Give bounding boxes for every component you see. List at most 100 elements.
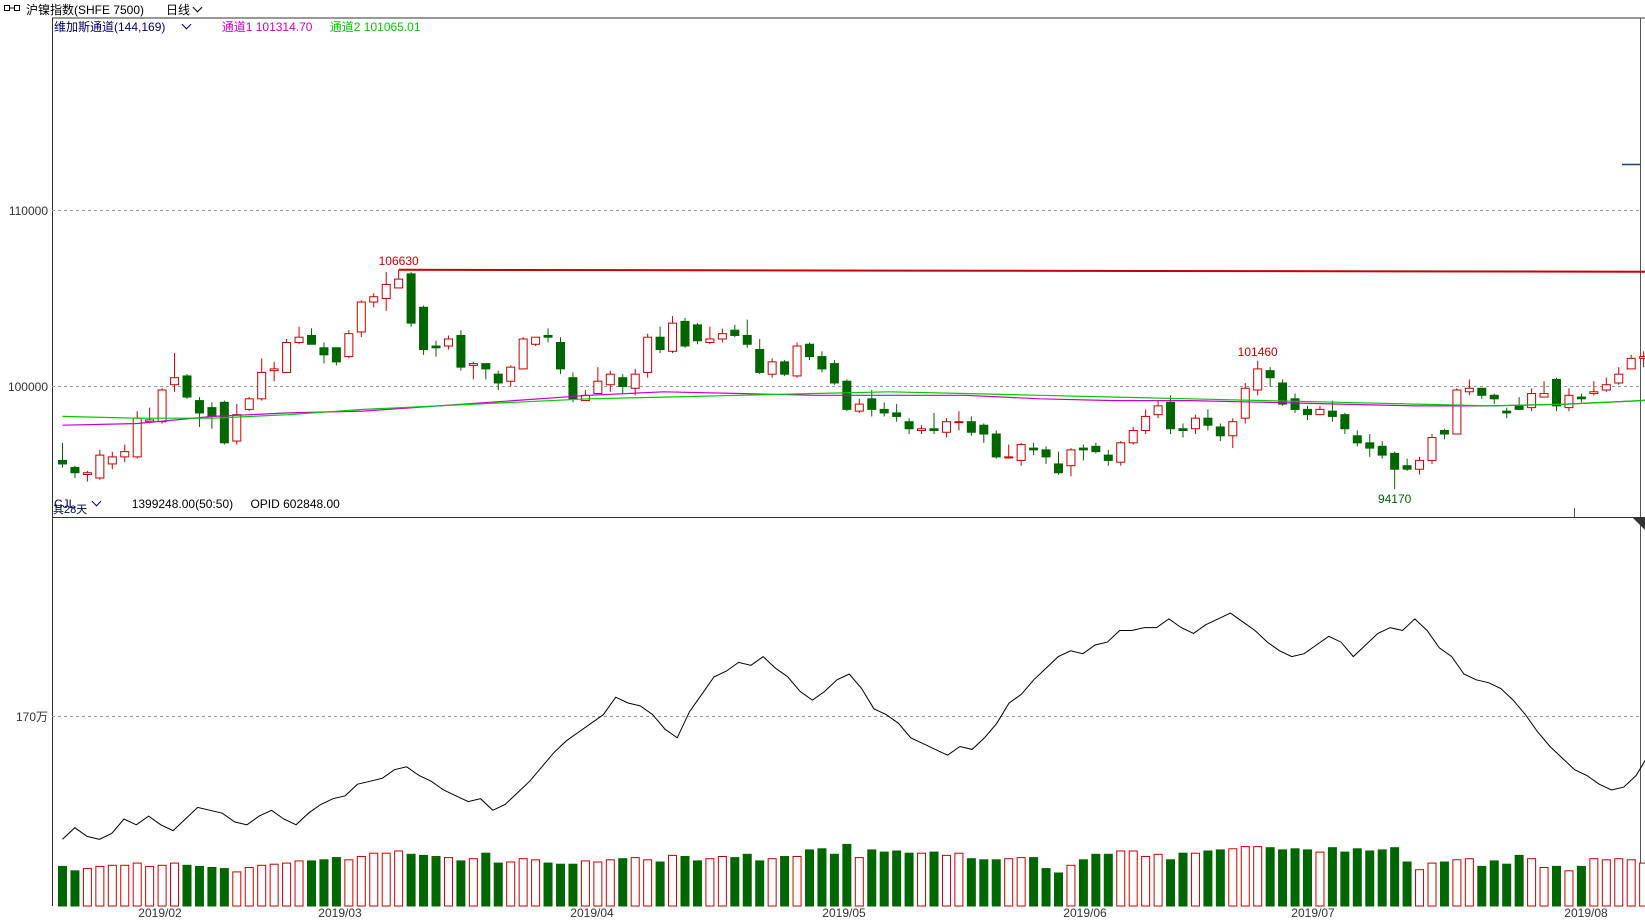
candle-body [1452, 389, 1462, 435]
candle-body [1128, 430, 1138, 444]
open-interest-line [62, 612, 1645, 840]
volume-bar [232, 871, 242, 907]
candle-body [780, 361, 790, 375]
volume-bar [643, 859, 653, 907]
volume-bar [1091, 853, 1101, 907]
candle-body [1377, 445, 1387, 456]
volume-bar [742, 853, 752, 907]
volume-bar [244, 867, 254, 907]
volume-bar [1178, 852, 1188, 907]
candle-body [282, 342, 292, 373]
volume-bar [717, 856, 727, 907]
volume-bar [1340, 851, 1350, 907]
candle-body [481, 363, 491, 370]
candle-body [1303, 408, 1312, 416]
symbol-name: 沪镍指数(SHFE 7500) [26, 3, 145, 17]
candle-body [531, 336, 541, 345]
volume-bar [1365, 850, 1375, 907]
volume-bar [1477, 865, 1487, 907]
candle-body [655, 336, 665, 351]
candle-body [1141, 415, 1151, 432]
vegas-channel-selector[interactable]: 维加斯通道(144,169) [54, 19, 204, 34]
volume-bar [1240, 846, 1250, 907]
volume-bar [294, 860, 304, 907]
candle-body [1390, 452, 1400, 470]
candle-body [1489, 394, 1499, 400]
candle-body [331, 347, 341, 363]
channel-2-value: 通道2 101065.01 [329, 20, 421, 34]
cjl-value: 1399248.00(50:50) [131, 497, 234, 511]
pane-resize-handle[interactable] [1632, 517, 1645, 530]
candle-body [556, 342, 565, 370]
volume-bar [1614, 858, 1624, 907]
candle-body [1215, 426, 1225, 437]
candle-body [1614, 373, 1624, 384]
candle-body [1427, 437, 1437, 461]
volume-bar [257, 864, 267, 907]
volume-bar [58, 865, 67, 907]
candle-body [680, 320, 690, 347]
candle-body [692, 324, 702, 342]
volume-bar [1402, 861, 1412, 907]
volume-bar [842, 843, 852, 907]
cjl-label: CJL [54, 497, 76, 511]
candle-body [643, 336, 653, 373]
volume-bar [1527, 858, 1537, 907]
volume-bar [1502, 863, 1512, 907]
period-selector[interactable]: 日线 [166, 1, 203, 18]
volume-bar [668, 854, 678, 907]
volume-bar [157, 864, 167, 907]
volume-bar [1377, 849, 1387, 907]
candle-body [1004, 456, 1014, 459]
candle-body [1178, 428, 1188, 431]
candle-body [431, 345, 441, 349]
candle-body [369, 296, 379, 303]
volume-bar [1141, 856, 1151, 907]
candle-body [70, 466, 80, 474]
cjl-selector[interactable]: CJL [54, 496, 114, 511]
candle-body [618, 377, 628, 388]
period-label: 日线 [166, 3, 191, 17]
volume-bar [394, 850, 404, 907]
candle-body [1601, 384, 1611, 391]
volume-bar [431, 856, 441, 907]
volume-bar [1576, 865, 1586, 907]
candle-body [1589, 391, 1599, 395]
candle-body [1278, 382, 1288, 405]
high-annotation-101460: 101460 [1238, 345, 1278, 359]
volume-bar [170, 862, 180, 907]
volume-bar [1004, 858, 1014, 907]
candle-body [518, 338, 528, 370]
x-tick-2019-07: 2019/07 [1291, 906, 1335, 920]
candle-body [817, 356, 827, 370]
volume-bar [991, 859, 1001, 907]
candle-body [1078, 447, 1088, 451]
volume-bar [1203, 850, 1213, 907]
volume-bar [792, 856, 802, 907]
volume-bar [518, 858, 528, 907]
candle-body [1041, 449, 1051, 458]
volume-bar [1278, 849, 1288, 907]
volume-bar [1439, 861, 1449, 907]
candle-body [879, 408, 889, 414]
candle-body [792, 345, 802, 377]
volume-bar [1029, 857, 1039, 907]
candle-body [966, 421, 976, 433]
candle-body [991, 433, 1001, 458]
volume-bar [904, 852, 914, 907]
opid-value: OPID 602848.00 [250, 497, 340, 511]
volume-bar [556, 863, 565, 907]
volume-bar [1016, 857, 1026, 907]
volume-bar [282, 862, 292, 907]
volume-bar [1315, 851, 1325, 907]
volume-bar [1626, 859, 1636, 907]
candle-body [829, 363, 839, 384]
x-tick-2019-02: 2019/02 [138, 906, 182, 920]
volume-bar [120, 864, 130, 907]
volume-bar [1639, 862, 1645, 907]
candle-body [1626, 357, 1636, 370]
volume-bar [307, 860, 316, 907]
candle-body [1477, 387, 1487, 396]
candle-body [1365, 442, 1375, 449]
